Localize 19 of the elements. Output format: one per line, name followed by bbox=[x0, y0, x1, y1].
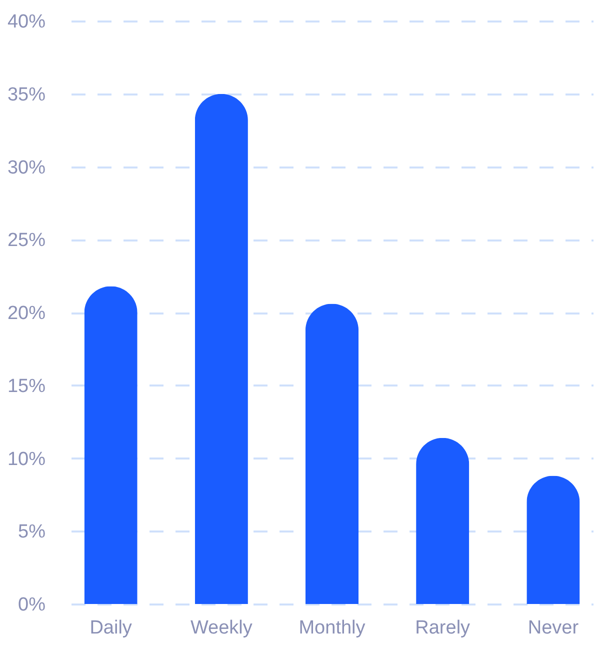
y-tick-label: 35% bbox=[7, 84, 46, 106]
y-tick-label: 5% bbox=[18, 522, 46, 543]
y-tick-label: 0% bbox=[18, 594, 46, 616]
x-tick-label: Monthly bbox=[298, 618, 366, 638]
x-tick-label: Weekly bbox=[190, 618, 253, 638]
y-tick-label: 25% bbox=[7, 230, 46, 252]
x-tick-label: Daily bbox=[90, 618, 132, 638]
y-tick-label: 40% bbox=[7, 12, 46, 32]
y-tick-label: 10% bbox=[7, 448, 46, 470]
bar bbox=[194, 94, 248, 604]
x-tick-label: Rarely bbox=[415, 618, 471, 638]
y-tick-label: 20% bbox=[7, 303, 46, 324]
bar bbox=[526, 476, 580, 604]
y-tick-label: 15% bbox=[7, 376, 46, 397]
x-tick-label: Never bbox=[528, 618, 580, 638]
y-tick-label: 30% bbox=[7, 157, 46, 178]
bar bbox=[416, 438, 470, 604]
bar bbox=[84, 286, 138, 604]
bar bbox=[305, 304, 359, 604]
